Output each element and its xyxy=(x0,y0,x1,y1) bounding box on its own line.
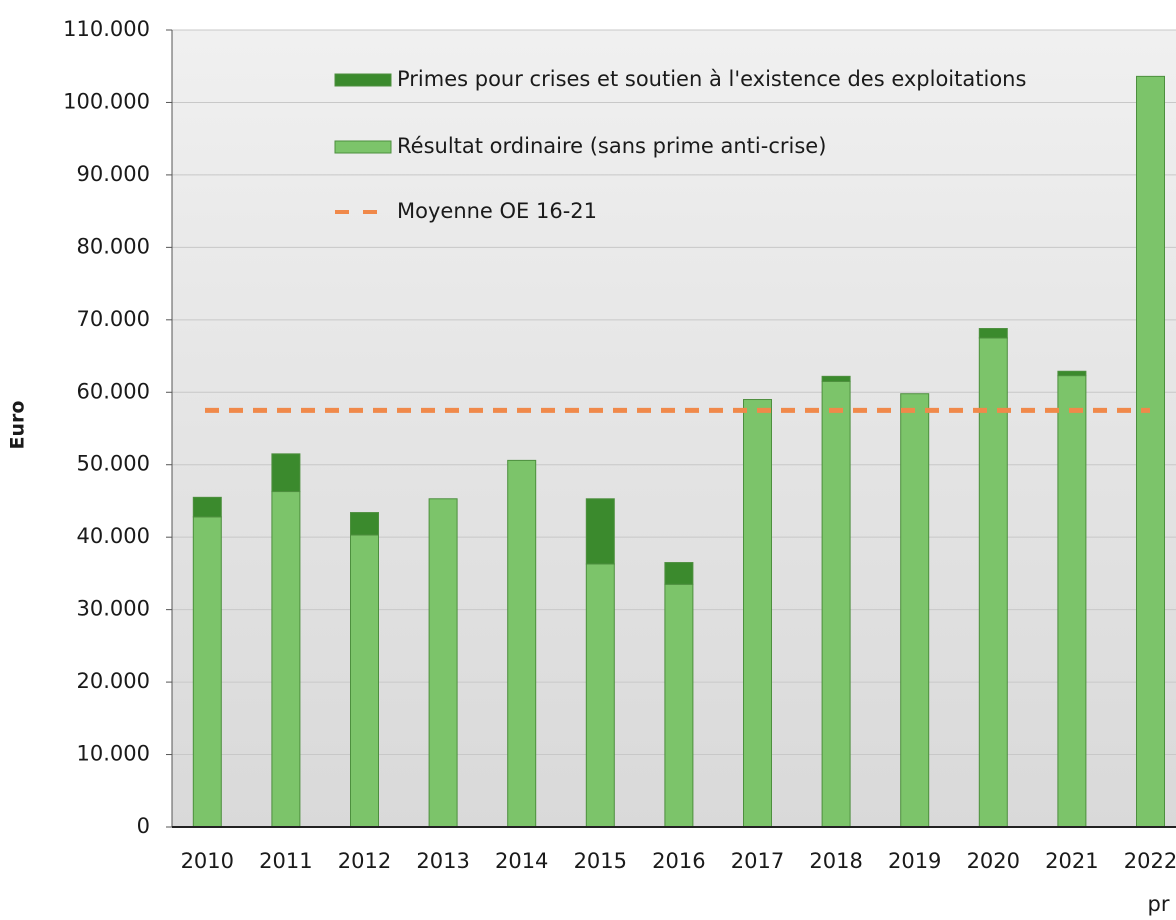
x-tick-label: 2021 xyxy=(1045,849,1098,873)
bar-segment xyxy=(664,562,694,585)
bar-segment xyxy=(585,563,615,828)
bar-segment xyxy=(585,498,615,565)
bar-segment xyxy=(350,534,379,828)
x-tick-label: 2011 xyxy=(259,849,312,873)
bar-segment xyxy=(350,512,379,536)
bar-segment xyxy=(271,453,301,493)
y-tick-label: 20.000 xyxy=(77,669,150,693)
bar-segment xyxy=(428,498,458,828)
y-tick-label: 40.000 xyxy=(77,524,150,548)
y-tick-label: 30.000 xyxy=(77,597,150,621)
x-tick-label: 2016 xyxy=(652,849,705,873)
bar-segment xyxy=(821,380,851,828)
y-tick-label: 70.000 xyxy=(77,307,150,331)
bar-segment xyxy=(900,393,930,828)
y-tick-label: 80.000 xyxy=(77,234,150,258)
bar-segment xyxy=(1136,75,1165,828)
x-tick-label: 2015 xyxy=(574,849,627,873)
x-tick-label: 2014 xyxy=(495,849,548,873)
x-tick-label: 2010 xyxy=(181,849,234,873)
x-tick-label: 2022 xyxy=(1124,849,1176,873)
x-tick-label: 2012 xyxy=(338,849,391,873)
y-tick-label: 60.000 xyxy=(77,379,150,403)
legend-swatch xyxy=(334,73,392,87)
y-tick-label: 100.000 xyxy=(63,89,150,113)
x-tick-label: 2019 xyxy=(888,849,941,873)
x-tick-note: pr xyxy=(1148,892,1170,916)
x-tick-label: 2020 xyxy=(967,849,1020,873)
bar-segment xyxy=(1057,370,1087,377)
bar-segment xyxy=(664,583,694,828)
y-tick-label: 90.000 xyxy=(77,162,150,186)
y-tick-label: 0 xyxy=(137,814,150,838)
x-tick-label: 2013 xyxy=(416,849,469,873)
legend-label: Résultat ordinaire (sans prime anti-cris… xyxy=(397,134,826,158)
y-axis-label: Euro xyxy=(7,401,29,450)
y-tick-label: 50.000 xyxy=(77,452,150,476)
legend-swatch xyxy=(334,140,392,154)
bar-segment xyxy=(978,328,1008,339)
bar-segment xyxy=(1057,375,1087,828)
bar-segment xyxy=(507,459,537,828)
x-tick-label: 2018 xyxy=(809,849,862,873)
bar-segment xyxy=(743,399,772,828)
bar-segment xyxy=(978,337,1008,828)
bar-segment xyxy=(271,491,301,828)
bar-segment xyxy=(192,516,222,828)
legend-label: Primes pour crises et soutien à l'existe… xyxy=(397,67,1026,91)
y-tick-label: 110.000 xyxy=(63,17,150,41)
x-tick-label: 2017 xyxy=(731,849,784,873)
bar-segment xyxy=(192,496,222,518)
bar-segment xyxy=(821,375,851,382)
y-tick-label: 10.000 xyxy=(77,742,150,766)
legend-label: Moyenne OE 16-21 xyxy=(397,199,597,223)
